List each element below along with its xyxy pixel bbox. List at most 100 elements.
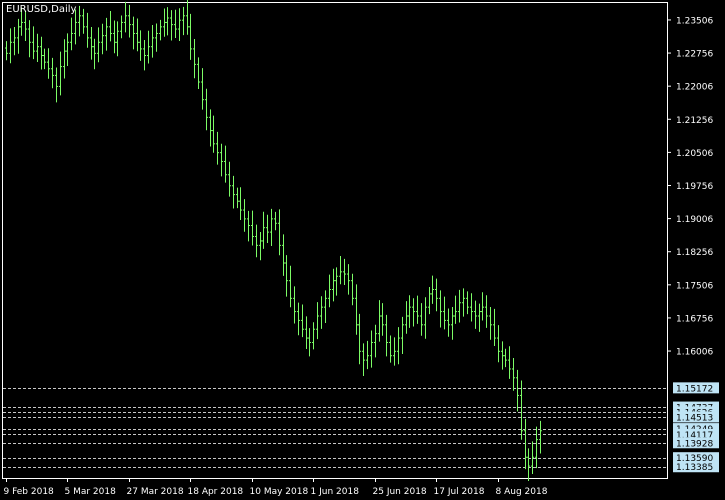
candle — [63, 39, 66, 79]
candle — [412, 298, 415, 327]
candle — [282, 234, 285, 276]
time-tick-label: 27 Mar 2018 — [127, 487, 184, 497]
level-label-box — [673, 452, 719, 464]
candle — [358, 313, 361, 365]
candle — [59, 51, 62, 96]
candle — [189, 13, 192, 60]
candle — [289, 265, 292, 308]
candle — [155, 23, 158, 52]
candle — [424, 297, 427, 339]
candle — [512, 358, 515, 391]
candle — [116, 21, 119, 57]
candle — [128, 4, 131, 38]
candle — [197, 57, 200, 89]
price-tick-label: 1.21256 — [676, 116, 713, 126]
candle — [524, 418, 527, 470]
candle — [312, 322, 315, 350]
price-tick-label: 1.16006 — [676, 348, 713, 358]
candle — [120, 15, 123, 39]
candle — [232, 175, 235, 209]
candle — [193, 38, 196, 79]
candle — [186, 0, 189, 35]
candle — [86, 12, 89, 48]
price-tick-label: 1.22756 — [676, 50, 713, 60]
candle — [259, 232, 262, 261]
time-tick-label: 1 Jun 2018 — [311, 487, 360, 497]
candle — [40, 36, 43, 70]
candle — [508, 346, 511, 379]
time-tick-label: 17 Jul 2018 — [434, 487, 485, 497]
candle — [355, 284, 358, 335]
price-tick-label: 1.16756 — [676, 314, 713, 324]
candle — [535, 426, 538, 469]
candle — [362, 343, 365, 377]
candle — [124, 1, 127, 33]
candle — [28, 20, 31, 58]
candle — [243, 199, 246, 232]
candle — [389, 335, 392, 363]
candle — [520, 380, 523, 440]
candle — [451, 307, 454, 340]
candle — [431, 275, 434, 304]
price-tick-label: 1.20506 — [676, 149, 713, 159]
candle — [82, 8, 85, 34]
candle — [147, 30, 150, 64]
candle — [493, 308, 496, 347]
candle — [366, 340, 369, 370]
time-tick-label: 25 Jun 2018 — [373, 487, 427, 497]
candle — [55, 67, 58, 103]
candle — [405, 301, 408, 334]
candle — [143, 39, 146, 71]
candle — [278, 209, 281, 256]
candle — [170, 10, 173, 41]
candle — [501, 341, 504, 370]
candle — [420, 303, 423, 336]
level-lines — [3, 388, 667, 468]
candle — [90, 26, 93, 60]
symbol-title: EURUSD,Daily — [6, 4, 77, 15]
price-tick-label: 1.23506 — [676, 16, 713, 26]
candle — [301, 304, 304, 338]
candle — [454, 295, 457, 324]
candle — [470, 293, 473, 322]
candle — [297, 302, 300, 336]
time-axis[interactable]: 9 Feb 2018 5 Mar 2018 27 Mar 2018 18 Apr 20… — [4, 478, 548, 497]
candle — [17, 18, 20, 54]
candle — [32, 26, 35, 60]
candle — [113, 20, 116, 54]
candle — [408, 295, 411, 328]
candle — [109, 10, 112, 42]
candle — [332, 268, 335, 302]
candle — [270, 208, 273, 247]
candle — [347, 264, 350, 295]
candle — [13, 26, 16, 56]
level-label: 1.14117 — [676, 431, 713, 441]
candle — [481, 292, 484, 321]
candle — [93, 38, 96, 70]
plot-frame — [2, 2, 668, 479]
candle — [224, 145, 227, 183]
candle — [385, 314, 388, 357]
candle — [351, 273, 354, 306]
candle — [381, 303, 384, 336]
candle — [316, 302, 319, 340]
price-tick-label: 1.22006 — [676, 83, 713, 93]
candle — [20, 7, 23, 36]
candle — [397, 327, 400, 365]
level-label: 1.13928 — [676, 439, 713, 449]
candle — [320, 296, 323, 329]
candle — [274, 211, 277, 231]
level-label-box — [673, 411, 719, 423]
candle — [428, 286, 431, 315]
candle — [343, 258, 346, 285]
time-tick-label: 8 Aug 2018 — [496, 487, 548, 497]
candle — [239, 187, 242, 220]
candle — [201, 68, 204, 110]
candle — [378, 300, 381, 342]
price-axis[interactable]: 1.23506 1.22756 1.22006 1.21256 1.20506 1.197… — [667, 16, 719, 473]
candle — [335, 267, 338, 296]
time-tick-label: 10 May 2018 — [250, 487, 309, 497]
candle — [527, 448, 530, 481]
